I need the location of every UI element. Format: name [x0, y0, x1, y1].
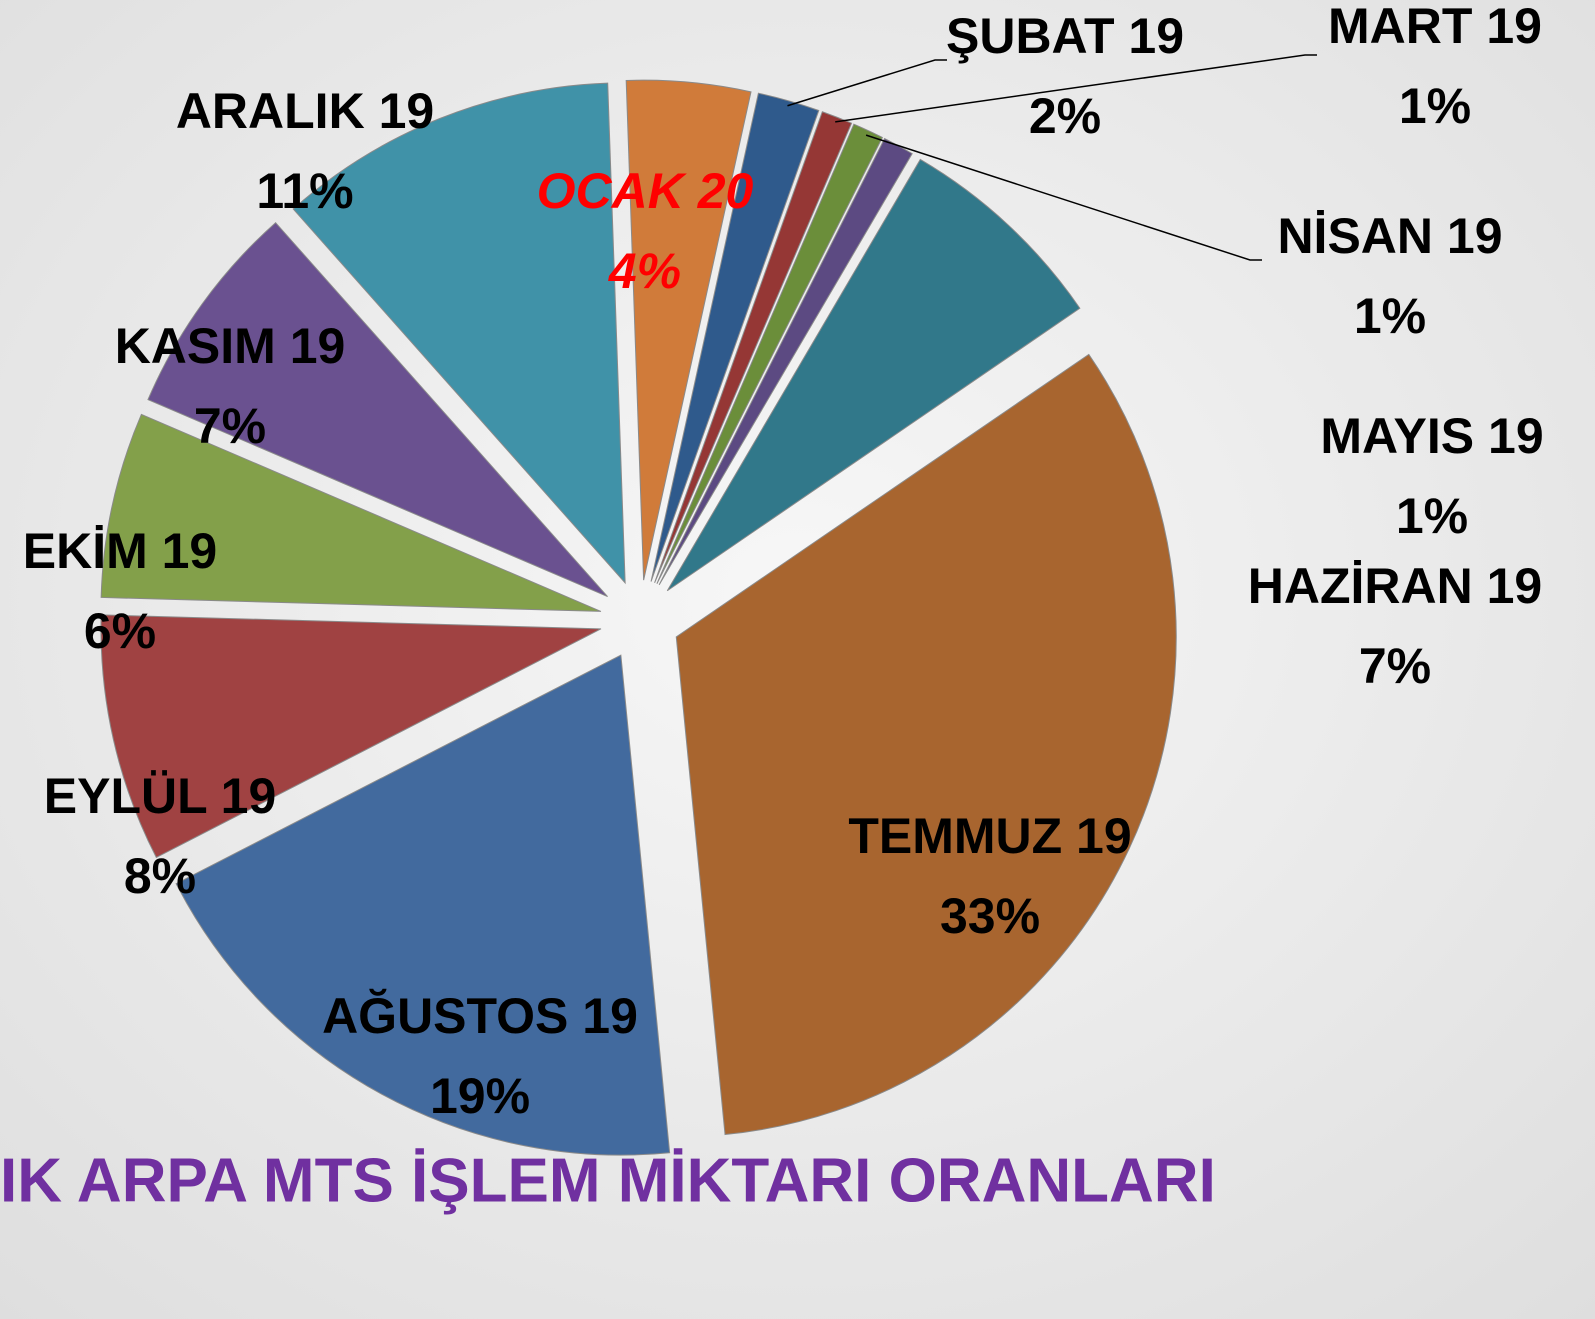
pie-slice	[650, 92, 820, 582]
pie-slice	[292, 82, 626, 585]
pie-slice	[100, 614, 602, 859]
slice-category-label: MART 19	[1328, 0, 1542, 54]
slice-value-label: 11%	[256, 163, 353, 219]
pie-slice	[100, 413, 602, 612]
leader-line	[835, 54, 1317, 123]
slice-category-label: HAZİRAN 19	[1248, 558, 1542, 614]
slice-value-label: 7%	[194, 398, 266, 454]
slice-value-label: 1%	[1396, 488, 1468, 544]
pie-slice	[656, 123, 884, 584]
slice-value-label: 2%	[1029, 88, 1101, 144]
slice-category-label: AĞUSTOS 19	[322, 988, 638, 1044]
slice-category-label: ŞUBAT 19	[946, 8, 1184, 64]
pie-slice	[654, 111, 853, 583]
slice-category-label: KASIM 19	[115, 318, 346, 374]
pie-slice	[625, 79, 752, 581]
leader-line	[865, 134, 1262, 261]
chart-title: IK ARPA MTS İŞLEM MİKTARI ORANLARI	[0, 1146, 1216, 1215]
pie-slice	[675, 353, 1177, 1136]
slice-category-label: EKİM 19	[23, 523, 218, 579]
slice-category-label: MAYIS 19	[1320, 408, 1543, 464]
slice-value-label: 1%	[1354, 288, 1426, 344]
slice-value-label: 1%	[1399, 78, 1471, 134]
slice-category-label: NİSAN 19	[1277, 208, 1502, 264]
slice-value-label: 6%	[84, 603, 156, 659]
slice-value-label: 33%	[940, 888, 1040, 944]
slice-value-label: 19%	[430, 1068, 530, 1124]
slice-value-label: 7%	[1359, 638, 1431, 694]
slice-category-label: TEMMUZ 19	[848, 808, 1131, 864]
slice-value-label: 8%	[124, 848, 196, 904]
leader-line	[787, 59, 947, 107]
slices	[100, 79, 1177, 1156]
slice-value-label: 4%	[608, 243, 681, 299]
slice-category-label: ARALIK 19	[176, 83, 434, 139]
labels: OCAK 20 4% ŞUBAT 19 2% MART 19 1% NİSAN 19 1% MA…	[23, 0, 1544, 1124]
slice-category-label: OCAK 20	[537, 163, 754, 219]
pie-slice	[147, 221, 608, 598]
pie-slice	[175, 654, 671, 1156]
pie-slice	[666, 158, 1081, 592]
slice-category-label: EYLÜL 19	[44, 768, 277, 824]
